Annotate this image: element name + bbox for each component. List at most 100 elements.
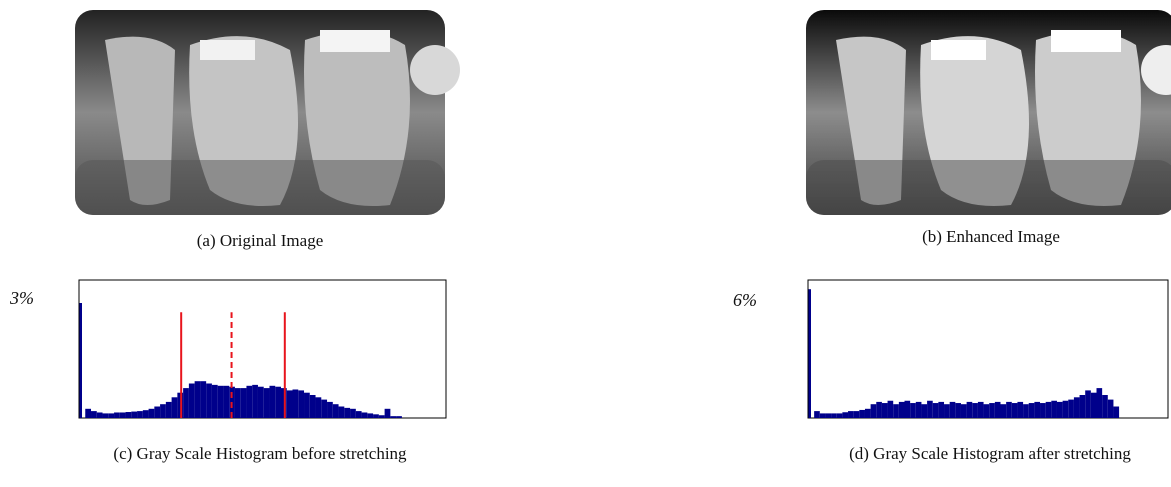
- plot-area: [808, 280, 1168, 418]
- bar: [223, 386, 229, 418]
- bar: [876, 402, 882, 418]
- bar: [143, 410, 149, 418]
- bar: [1068, 400, 1074, 418]
- bar: [871, 404, 877, 418]
- bar: [1034, 402, 1040, 418]
- bar: [293, 389, 299, 418]
- bar: [882, 403, 888, 418]
- bar: [933, 403, 939, 418]
- bar: [304, 393, 310, 418]
- bar: [373, 414, 379, 418]
- bar: [390, 416, 396, 418]
- bar: [333, 404, 339, 418]
- bar: [1085, 390, 1091, 418]
- bar: [905, 401, 911, 418]
- bar: [848, 411, 854, 418]
- bar: [195, 381, 201, 418]
- enhanced-image: [806, 10, 1171, 215]
- bar: [385, 409, 391, 418]
- bar: [859, 410, 865, 418]
- bar: [893, 404, 899, 418]
- bar: [1012, 403, 1018, 418]
- bar: [212, 385, 218, 418]
- bar: [97, 412, 103, 418]
- caption: (c) Gray Scale Histogram before stretchi…: [110, 444, 410, 464]
- bar: [131, 412, 137, 418]
- bar: [91, 411, 97, 418]
- bar: [825, 413, 831, 418]
- bar: [984, 404, 990, 418]
- bar: [865, 409, 871, 418]
- bar: [927, 401, 933, 418]
- bar: [1046, 402, 1052, 418]
- caption: (b) Enhanced Image: [806, 227, 1171, 247]
- bar: [367, 413, 373, 418]
- bar: [995, 402, 1001, 418]
- y-axis-label: 3%: [10, 288, 34, 309]
- bar: [1097, 388, 1103, 418]
- bar: [154, 407, 160, 419]
- bar: [820, 413, 826, 418]
- bar: [1080, 395, 1086, 418]
- bar: [1057, 402, 1063, 418]
- bar: [350, 409, 356, 418]
- bar: [379, 415, 385, 418]
- bar: [103, 413, 109, 418]
- bar: [938, 402, 944, 418]
- bar: [258, 387, 264, 418]
- bar: [298, 390, 304, 418]
- bar: [246, 386, 252, 418]
- bar: [235, 388, 241, 418]
- bar: [120, 412, 126, 418]
- bar: [1074, 397, 1080, 418]
- bar: [183, 388, 189, 418]
- bar: [910, 403, 916, 418]
- bar: [114, 412, 120, 418]
- bar: [344, 408, 350, 418]
- bar: [206, 384, 212, 419]
- bar: [396, 416, 402, 418]
- bar: [888, 401, 894, 418]
- bar: [269, 386, 275, 418]
- bar: [1091, 393, 1097, 418]
- bar: [108, 413, 114, 418]
- bar: [149, 409, 155, 418]
- bar: [218, 386, 224, 418]
- bar: [166, 402, 172, 418]
- bar: [1108, 400, 1114, 418]
- bar: [978, 402, 984, 418]
- bar: [1040, 403, 1046, 418]
- bar: [287, 390, 293, 418]
- bar: [126, 412, 132, 418]
- bar: [160, 404, 166, 418]
- bar: [1113, 407, 1119, 419]
- bar: [264, 388, 270, 418]
- bar: [200, 381, 206, 418]
- bar: [961, 404, 967, 418]
- bar: [85, 409, 91, 418]
- bar: [1102, 395, 1108, 418]
- bar: [172, 397, 178, 418]
- original-image: [75, 10, 460, 215]
- page: {"images": [{"caption": "(a) Original Im…: [0, 0, 1171, 487]
- bar: [80, 303, 83, 418]
- bar: [837, 413, 843, 418]
- bar: [362, 412, 368, 418]
- y-axis-label: 6%: [733, 290, 757, 311]
- bar: [955, 403, 961, 418]
- bar: [842, 412, 848, 418]
- bar: [339, 407, 345, 419]
- bar: [921, 404, 927, 418]
- caption: (a) Original Image: [75, 231, 445, 251]
- bar: [809, 289, 812, 418]
- bar: [989, 403, 995, 418]
- bar: [831, 413, 837, 418]
- bar: [916, 402, 922, 418]
- bar: [967, 402, 973, 418]
- bar: [241, 388, 247, 418]
- bar: [137, 411, 143, 418]
- caption: (d) Gray Scale Histogram after stretchin…: [840, 444, 1140, 464]
- bar: [1017, 402, 1023, 418]
- bar: [327, 402, 333, 418]
- bar: [944, 404, 950, 418]
